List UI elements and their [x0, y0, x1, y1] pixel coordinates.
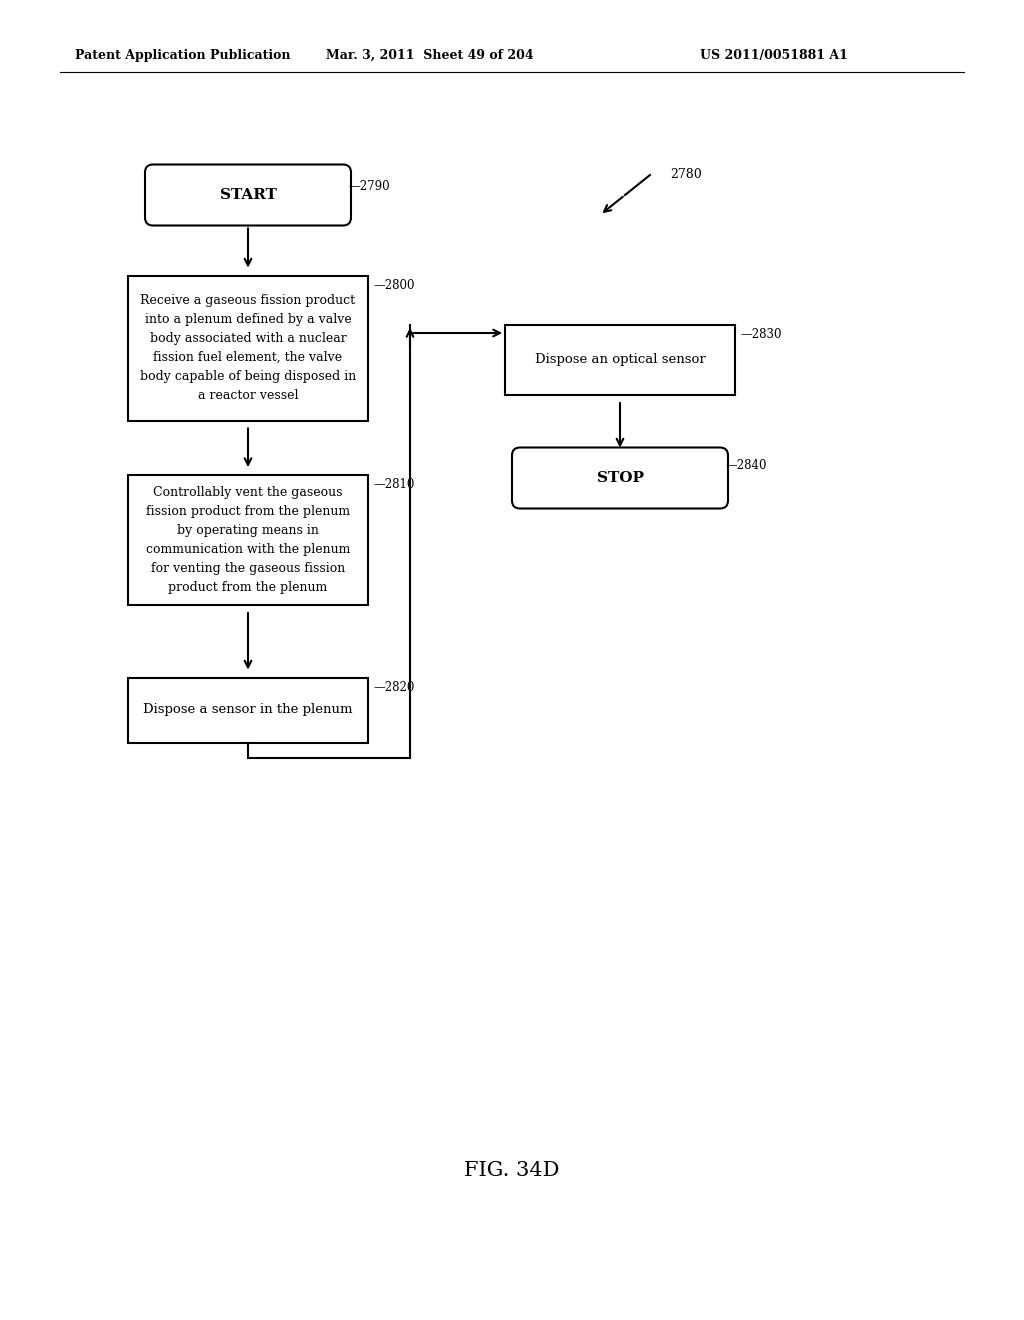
Text: START: START — [219, 187, 276, 202]
Text: Mar. 3, 2011  Sheet 49 of 204: Mar. 3, 2011 Sheet 49 of 204 — [327, 49, 534, 62]
Bar — [128, 677, 368, 742]
Text: Controllably vent the gaseous
fission product from the plenum
by operating means: Controllably vent the gaseous fission pr… — [145, 486, 350, 594]
Text: —2790: —2790 — [348, 181, 389, 194]
Text: —2840: —2840 — [725, 459, 767, 473]
Bar — [128, 475, 368, 605]
Bar — [128, 276, 368, 421]
Text: FIG. 34D: FIG. 34D — [464, 1160, 560, 1180]
Text: Dispose an optical sensor: Dispose an optical sensor — [535, 354, 706, 367]
Text: Patent Application Publication: Patent Application Publication — [75, 49, 291, 62]
FancyBboxPatch shape — [512, 447, 728, 508]
Text: STOP: STOP — [597, 471, 643, 484]
Text: —2810: —2810 — [373, 479, 415, 491]
Text: 2780: 2780 — [670, 169, 701, 181]
Text: —2830: —2830 — [740, 329, 781, 342]
FancyBboxPatch shape — [145, 165, 351, 226]
Text: Dispose a sensor in the plenum: Dispose a sensor in the plenum — [143, 704, 352, 717]
Text: US 2011/0051881 A1: US 2011/0051881 A1 — [700, 49, 848, 62]
Text: —2820: —2820 — [373, 681, 415, 694]
Text: —2800: —2800 — [373, 279, 415, 292]
Bar — [505, 325, 735, 395]
Text: Receive a gaseous fission product
into a plenum defined by a valve
body associat: Receive a gaseous fission product into a… — [140, 294, 356, 403]
